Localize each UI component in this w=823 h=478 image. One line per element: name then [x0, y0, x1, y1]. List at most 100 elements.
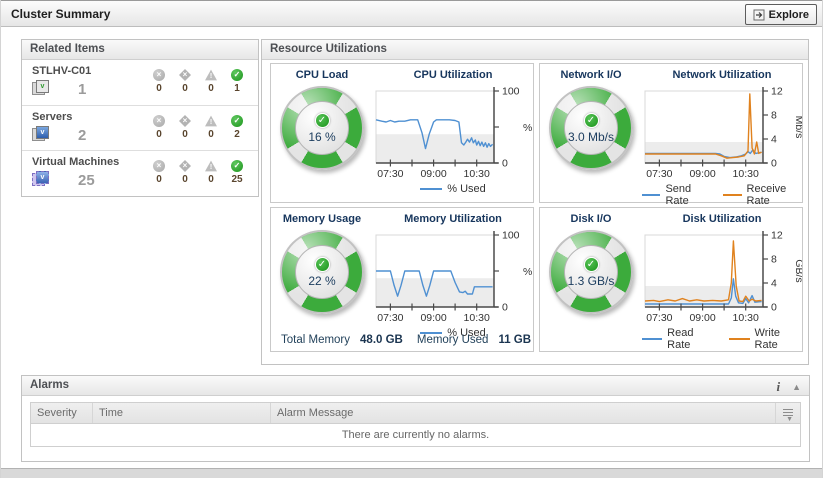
cpu-quadrant: CPU Load ✓ 16 % CPU Utilization 07:30 09:…	[270, 63, 534, 203]
svg-text:4: 4	[771, 278, 777, 290]
warning-icon: !	[205, 69, 217, 81]
network-io-value: 3.0 Mb/s	[567, 129, 615, 144]
disk-chart-title: Disk Utilization	[682, 213, 762, 225]
svg-text:07:30: 07:30	[377, 168, 403, 180]
fatal-count[interactable]: 0	[156, 174, 162, 185]
collapse-icon[interactable]: ▲	[792, 382, 801, 392]
fatal-count[interactable]: 0	[156, 83, 162, 94]
fatal-count[interactable]: 0	[156, 129, 162, 140]
normal-icon: ✓	[231, 69, 243, 81]
fatal-icon: ×	[153, 115, 165, 127]
critical-icon: ×	[179, 69, 191, 81]
related-item-name: Virtual Machines	[32, 156, 120, 168]
svg-text:%: %	[523, 266, 532, 278]
memory-usage-gauge: ✓ 22 %	[280, 230, 364, 314]
disk-io-gauge: ✓ 1.3 GB/s	[549, 230, 633, 314]
memory-usage-title: Memory Usage	[282, 213, 362, 225]
related-item-row-servers[interactable]: Servers v 2 × × ! ✓ 0 0 0 2	[22, 105, 258, 150]
svg-text:Mb/s: Mb/s	[793, 116, 802, 139]
svg-text:%: %	[523, 122, 532, 134]
related-items-header: Related Items	[22, 40, 258, 60]
normal-count[interactable]: 2	[234, 129, 240, 140]
network-io-gauge: ✓ 3.0 Mb/s	[549, 86, 633, 170]
critical-count[interactable]: 0	[182, 129, 188, 140]
fatal-icon: ×	[153, 69, 165, 81]
svg-text:12: 12	[771, 230, 783, 242]
critical-icon: ×	[179, 115, 191, 127]
related-item-count: 25	[78, 171, 95, 189]
legend-line	[642, 194, 661, 196]
warning-count[interactable]: 0	[208, 174, 214, 185]
normal-count[interactable]: 25	[231, 174, 243, 185]
resource-utilizations-panel: Resource Utilizations CPU Load ✓ 16 % CP…	[261, 39, 809, 365]
total-memory-label: Total Memory	[281, 334, 351, 346]
svg-text:07:30: 07:30	[646, 168, 672, 180]
legend-line	[729, 338, 750, 340]
disk-io-value: 1.3 GB/s	[567, 273, 615, 288]
status-ok-icon: ✓	[583, 256, 599, 272]
svg-text:0: 0	[771, 158, 777, 170]
network-chart-title: Network Utilization	[672, 69, 772, 81]
normal-icon: ✓	[231, 115, 243, 127]
svg-text:09:00: 09:00	[689, 168, 715, 180]
network-io-title: Network I/O	[560, 69, 622, 81]
fatal-icon: ×	[153, 160, 165, 172]
svg-text:07:30: 07:30	[377, 312, 403, 324]
normal-count[interactable]: 1	[234, 83, 240, 94]
explore-button[interactable]: Explore	[744, 4, 817, 25]
svg-text:0: 0	[771, 302, 777, 314]
related-items-panel: Related Items STLHV-C01 v 1 × × ! ✓ 0 0 …	[21, 39, 259, 197]
network-quadrant: Network I/O ✓ 3.0 Mb/s Network Utilizati…	[539, 63, 805, 207]
info-icon[interactable]: i	[776, 379, 781, 394]
legend-label: Read Rate	[667, 327, 694, 351]
page-title: Cluster Summary	[11, 7, 111, 21]
svg-text:07:30: 07:30	[646, 312, 672, 324]
svg-text:09:00: 09:00	[420, 168, 446, 180]
legend-line	[420, 332, 443, 334]
critical-count[interactable]: 0	[182, 174, 188, 185]
svg-text:10:30: 10:30	[464, 312, 490, 324]
alarms-title: Alarms	[30, 379, 69, 391]
related-item-row-vms[interactable]: Virtual Machines v 25 × × ! ✓ 0 0 0 25	[22, 150, 258, 195]
total-memory-value: 48.0 GB	[360, 334, 403, 346]
critical-count[interactable]: 0	[182, 83, 188, 94]
cluster-icon: v	[32, 80, 52, 98]
svg-text:GB/s: GB/s	[793, 259, 802, 282]
disk-io-title: Disk I/O	[570, 213, 612, 225]
column-severity[interactable]: Severity	[31, 403, 93, 423]
memory-quadrant: Memory Usage ✓ 22 % Memory Utilization 0…	[270, 207, 534, 352]
related-item-count: 1	[78, 80, 87, 98]
svg-text:10:30: 10:30	[464, 168, 490, 180]
legend-label: Write Rate	[754, 327, 781, 351]
cpu-chart-title: CPU Utilization	[413, 69, 493, 81]
svg-text:100: 100	[502, 230, 520, 242]
warning-count[interactable]: 0	[208, 129, 214, 140]
legend-label: Receive Rate	[746, 183, 787, 207]
warning-icon: !	[205, 160, 217, 172]
status-ok-icon: ✓	[583, 112, 599, 128]
alarms-empty-message: There are currently no alarms.	[31, 424, 800, 446]
column-time[interactable]: Time	[93, 403, 271, 423]
svg-text:10:30: 10:30	[733, 168, 759, 180]
svg-text:09:00: 09:00	[420, 312, 446, 324]
legend-label: % Used	[447, 183, 486, 195]
memory-used-label: Memory Used	[416, 334, 489, 346]
table-customizer-icon[interactable]: ▼	[776, 403, 800, 423]
network-utilization-chart: 07:30 09:00 10:30 0 4 8 12 Mb/s	[642, 86, 805, 182]
warning-count[interactable]: 0	[208, 83, 214, 94]
cpu-utilization-chart: 07:30 09:00 10:30 0 100%	[373, 86, 533, 182]
explore-label: Explore	[768, 8, 809, 21]
memory-utilization-chart: 07:30 09:00 10:30 0 100%	[373, 230, 533, 326]
memory-footer: Total Memory 48.0 GB Memory Used 11 GB	[281, 334, 531, 346]
column-alarm-message[interactable]: Alarm Message	[271, 403, 776, 423]
related-item-name: Servers	[32, 111, 73, 123]
alarms-table-header: Severity Time Alarm Message ▼	[31, 403, 800, 424]
svg-text:12: 12	[771, 86, 783, 98]
related-item-row-cluster[interactable]: STLHV-C01 v 1 × × ! ✓ 0 0 0 1	[22, 60, 258, 105]
status-ok-icon: ✓	[314, 112, 330, 128]
related-item-name: STLHV-C01	[32, 65, 92, 77]
server-icon: v	[32, 126, 52, 144]
cpu-load-gauge: ✓ 16 %	[280, 86, 364, 170]
related-item-count: 2	[78, 126, 87, 144]
